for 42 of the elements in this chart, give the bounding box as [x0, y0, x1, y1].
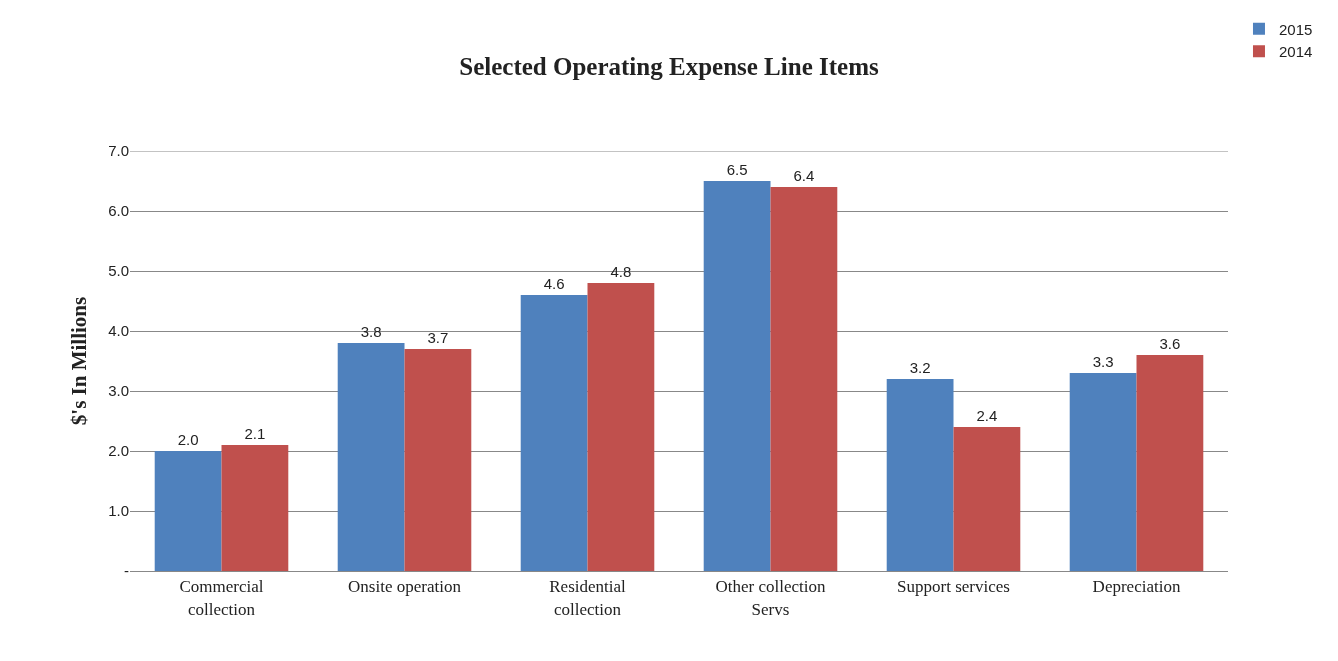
data-label: 6.4 — [793, 167, 815, 184]
x-tick-label: Onsite operation — [348, 577, 462, 597]
data-label: 3.8 — [360, 323, 382, 340]
data-label: 3.2 — [909, 359, 931, 376]
x-tick-label: Other collection Servs — [715, 577, 826, 619]
chart-title: Selected Operating Expense Line Items — [459, 52, 879, 80]
data-label: 2.4 — [976, 407, 998, 424]
x-tick-label: Depreciation — [1092, 577, 1181, 597]
data-label: 3.3 — [1092, 353, 1114, 370]
bar — [703, 181, 771, 571]
legend-label: 2015 — [1278, 20, 1313, 38]
x-tick-label: Residential collection — [549, 577, 627, 619]
bar — [154, 451, 222, 571]
y-tick-label: 4.0 — [108, 322, 129, 340]
data-label: 3.7 — [427, 329, 449, 346]
y-tick-label: 5.0 — [108, 262, 129, 280]
y-axis-title: $'s In Millions — [67, 296, 92, 426]
y-tick-label: 1.0 — [108, 502, 129, 520]
x-tick-label: Support services — [897, 577, 1010, 597]
data-label: 2.1 — [244, 425, 266, 442]
bar — [520, 295, 588, 571]
bar — [404, 349, 472, 571]
bar — [886, 379, 954, 571]
data-label: 4.6 — [543, 275, 565, 292]
y-tick-label: - — [124, 562, 129, 580]
legend-label: 2014 — [1278, 43, 1313, 60]
bar — [1069, 373, 1137, 571]
bar — [337, 343, 405, 571]
data-label: 4.8 — [610, 263, 632, 280]
y-tick-label: 2.0 — [108, 442, 129, 460]
y-tick-label: 7.0 — [108, 142, 129, 160]
bar — [587, 283, 655, 571]
bar — [953, 427, 1021, 571]
bar — [1136, 355, 1204, 571]
data-label: 2.0 — [177, 431, 199, 448]
data-label: 6.5 — [726, 161, 748, 178]
bar — [221, 445, 289, 571]
bar — [770, 187, 838, 571]
y-tick-label: 3.0 — [108, 382, 129, 400]
y-tick-label: 6.0 — [108, 202, 129, 220]
x-tick-label: Commercial collection — [179, 577, 264, 619]
data-label: 3.6 — [1159, 335, 1181, 352]
